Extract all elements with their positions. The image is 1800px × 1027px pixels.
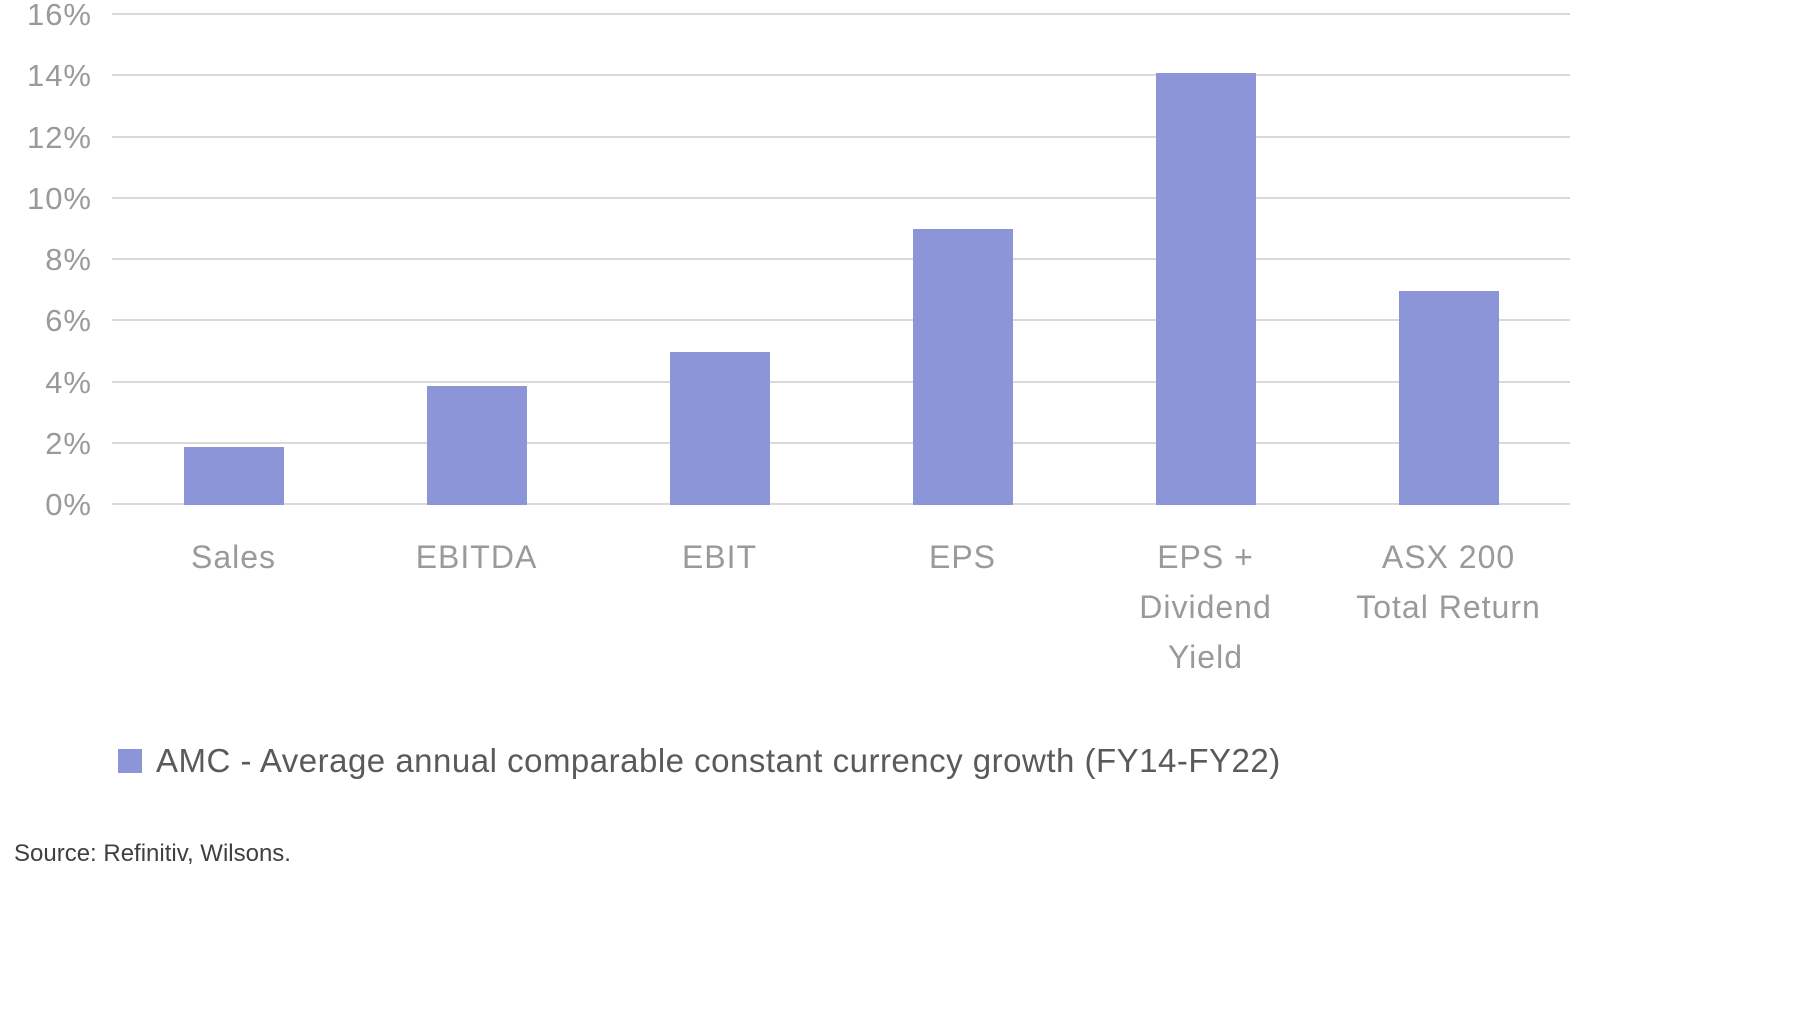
y-tick-label: 10% (26, 180, 92, 216)
x-category-label: EPS (841, 532, 1084, 682)
gridline-6pct (112, 319, 1570, 322)
x-category-label: Sales (112, 532, 355, 682)
x-category-label: EBITDA (355, 532, 598, 682)
x-category-label-line: Total Return (1356, 589, 1541, 625)
bar-slot (841, 15, 1084, 505)
x-category-label: EPS + Dividend Yield (1084, 532, 1327, 682)
bar-eps (912, 229, 1013, 505)
bar-asx-200-total-return (1398, 290, 1499, 505)
y-tick-label: 14% (26, 58, 92, 94)
x-category-label: EBIT (598, 532, 841, 682)
gridline-16pct (112, 13, 1570, 15)
bar-series (112, 15, 1570, 505)
bar-ebitda (426, 385, 527, 505)
bar-slot (1084, 15, 1327, 505)
x-category-label-line: Dividend (1139, 589, 1272, 625)
plot-area (112, 13, 1570, 505)
bar-eps-dividend-yield (1155, 73, 1256, 505)
x-category-label-line: Yield (1168, 639, 1243, 675)
y-tick-label: 2% (45, 425, 92, 461)
y-tick-label: 16% (26, 0, 92, 32)
x-category-label-line: EPS + (1157, 539, 1254, 575)
gridline-0pct (112, 503, 1570, 505)
x-category-label-line: EPS (928, 539, 997, 575)
gridline-14pct (112, 74, 1570, 77)
bar-slot (598, 15, 841, 505)
x-category-label-line: Sales (190, 539, 277, 575)
legend: AMC - Average annual comparable constant… (118, 742, 1281, 780)
bar-ebit (669, 351, 770, 505)
y-axis: 0% 2% 4% 6% 8% 10% 12% 14% 16% (0, 0, 92, 522)
x-category-label-line: EBIT (681, 539, 758, 575)
x-category-label: ASX 200 Total Return (1327, 532, 1570, 682)
legend-label: AMC - Average annual comparable constant… (156, 742, 1281, 779)
bar-slot (1327, 15, 1570, 505)
gridline-8pct (112, 258, 1570, 260)
y-tick-label: 0% (45, 487, 92, 522)
y-tick-label: 8% (45, 242, 92, 277)
source-note: Source: Refinitiv, Wilsons. (14, 840, 291, 867)
y-tick-label: 6% (45, 303, 92, 339)
gridline-4pct (112, 380, 1570, 383)
gridline-12pct (112, 135, 1570, 138)
legend-swatch-icon (118, 749, 142, 773)
gridline-2pct (112, 441, 1570, 444)
bar-slot (355, 15, 598, 505)
bar-slot (112, 15, 355, 505)
y-tick-label: 4% (45, 364, 92, 400)
bar-sales (183, 446, 284, 505)
x-category-label-line: EBITDA (415, 539, 538, 575)
x-category-label-line: ASX 200 (1381, 539, 1516, 575)
gridline-10pct (112, 196, 1570, 199)
x-axis: Sales EBITDA EBIT EPS EPS + Dividend Yield ASX … (112, 532, 1570, 682)
y-tick-label: 12% (26, 119, 92, 155)
